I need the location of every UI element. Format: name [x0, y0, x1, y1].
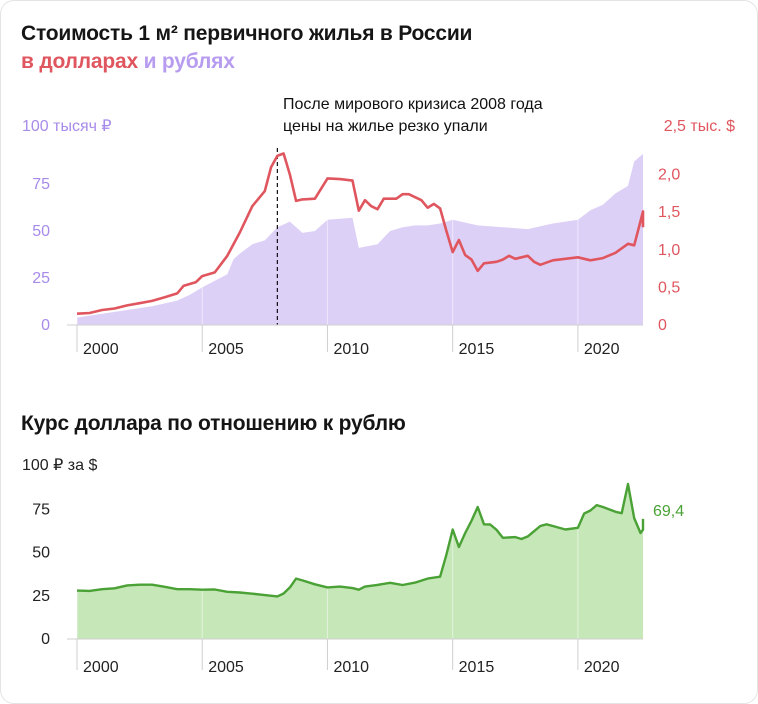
annotation-text: После мирового кризиса 2008 года [283, 96, 543, 113]
x-tick-label: 2005 [208, 341, 244, 358]
x-tick-label: 2000 [83, 341, 119, 358]
chart1-subtitle: в долларах и рублях [21, 50, 235, 74]
right-tick-label: 1,5 [658, 204, 680, 221]
left-tick-label: 50 [32, 223, 50, 240]
y-tick-label: 50 [32, 545, 50, 562]
series-usd-line [76, 152, 645, 315]
right-tick-label: 0,5 [658, 279, 680, 296]
right-tick-label: 1,0 [658, 242, 680, 259]
right-tick-label: 0 [658, 317, 667, 334]
chart1-title: Стоимость 1 м² первичного жилья в России [21, 22, 473, 45]
y-axis-label: 100 ₽ за $ [22, 457, 97, 474]
left-tick-label: 75 [32, 176, 50, 193]
left-axis-label: 100 тысяч ₽ [22, 118, 112, 135]
subtitle-rub: рублях [161, 50, 235, 73]
x-tick-label: 2010 [333, 659, 369, 676]
end-value-label: 69,4 [653, 503, 684, 520]
series-rub-area [77, 153, 643, 325]
left-tick-label: 25 [32, 270, 50, 287]
x-tick-label: 2015 [459, 659, 495, 676]
x-tick-label: 2020 [584, 659, 620, 676]
annotation-text: цены на жилье резко упали [283, 118, 488, 135]
x-tick-label: 2015 [459, 341, 495, 358]
x-tick-label: 2005 [208, 659, 244, 676]
x-tick-label: 2000 [83, 659, 119, 676]
series-rate-line [76, 482, 645, 598]
subtitle-usd: в долларах [21, 50, 138, 73]
y-tick-label: 0 [41, 631, 50, 648]
price-chart: 2000 2005 2010 2015 2020 100 тысяч ₽ 0 25 50 75 2,… [22, 96, 735, 358]
series-rate-area [77, 484, 643, 639]
x-tick-label: 2020 [584, 341, 620, 358]
y-tick-label: 75 [32, 501, 50, 518]
chart2-title: Курс доллара по отношению к рублю [21, 412, 406, 435]
y-tick-label: 25 [32, 588, 50, 605]
right-tick-label: 2,0 [658, 167, 680, 184]
subtitle-and: и [137, 50, 162, 73]
x-tick-label: 2010 [333, 341, 369, 358]
right-axis-label: 2,5 тыс. $ [664, 118, 735, 135]
left-tick-label: 0 [41, 317, 50, 334]
